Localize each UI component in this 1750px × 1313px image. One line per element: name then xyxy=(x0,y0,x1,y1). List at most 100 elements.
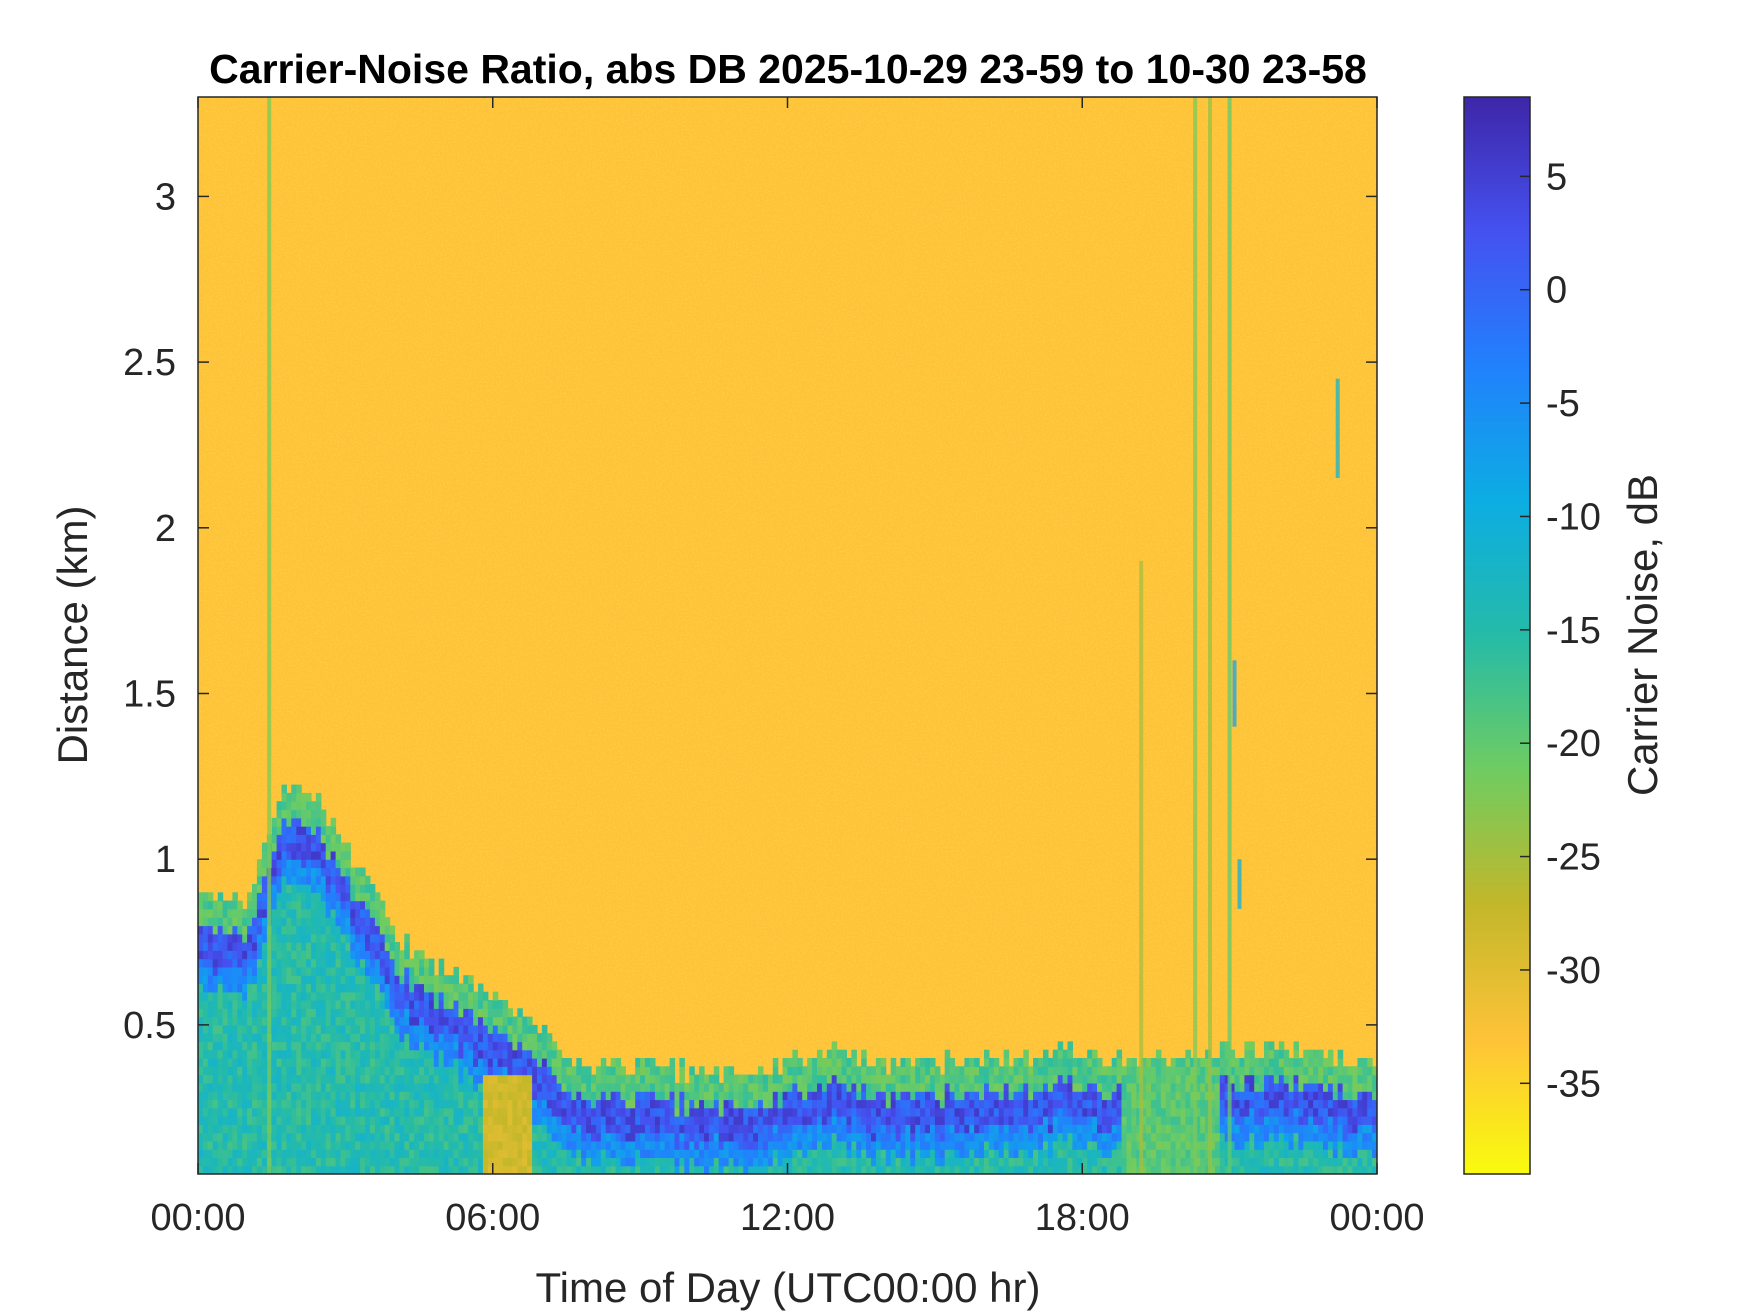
heatmap-cell xyxy=(998,1074,1005,1084)
heatmap-cell xyxy=(541,1066,548,1076)
heatmap-cell xyxy=(428,1116,435,1125)
heatmap-cell xyxy=(537,1082,543,1092)
heatmap-cell xyxy=(679,1082,685,1092)
heatmap-cell xyxy=(1106,1157,1113,1167)
heatmap-cell xyxy=(374,1149,381,1158)
heatmap-cell xyxy=(306,792,312,802)
heatmap-cell xyxy=(1170,1140,1177,1150)
heatmap-cell xyxy=(276,1149,283,1158)
heatmap-cell xyxy=(217,1058,224,1067)
heatmap-cell xyxy=(478,1008,484,1018)
heatmap-cell xyxy=(237,991,243,1001)
heatmap-cell xyxy=(851,1149,857,1158)
heatmap-cell xyxy=(581,1066,587,1076)
heatmap-cell xyxy=(782,1107,789,1117)
heatmap-cell xyxy=(428,1049,435,1059)
heatmap-cell xyxy=(404,1149,410,1158)
heatmap-cell xyxy=(330,925,337,935)
heatmap-cell xyxy=(369,1024,376,1034)
heatmap-streak xyxy=(1227,97,1232,1174)
heatmap-cell xyxy=(340,1116,346,1125)
heatmap-cell xyxy=(1141,1124,1147,1134)
heatmap-cell xyxy=(306,908,312,918)
heatmap-cell xyxy=(679,1132,685,1142)
heatmap-cell xyxy=(1195,1066,1201,1076)
heatmap-cell xyxy=(527,1049,533,1059)
heatmap-cell xyxy=(487,1016,494,1026)
heatmap-cell xyxy=(242,1165,248,1174)
heatmap-cell xyxy=(625,1099,631,1109)
heatmap-cell xyxy=(979,1091,985,1101)
heatmap-cell xyxy=(301,925,307,935)
heatmap-cell xyxy=(984,1049,990,1059)
heatmap-cell xyxy=(252,1140,258,1150)
heatmap-cell xyxy=(1288,1074,1295,1084)
heatmap-cell xyxy=(915,1091,921,1101)
heatmap-cell xyxy=(787,1116,793,1125)
heatmap-cell xyxy=(777,1074,784,1084)
heatmap-cell xyxy=(817,1140,823,1150)
heatmap-cell xyxy=(350,933,356,943)
heatmap-cell xyxy=(600,1157,607,1167)
heatmap-cell xyxy=(713,1082,720,1092)
heatmap-cell xyxy=(1293,1140,1299,1150)
heatmap-cell xyxy=(767,1157,774,1167)
heatmap-cell xyxy=(482,1132,489,1142)
heatmap-cell xyxy=(1052,1140,1059,1150)
heatmap-cell xyxy=(1327,1116,1334,1125)
heatmap-cell xyxy=(232,1066,238,1076)
heatmap-cell xyxy=(428,983,435,993)
heatmap-cell xyxy=(463,1033,469,1043)
heatmap-cell xyxy=(369,958,376,968)
heatmap-cell xyxy=(1268,1049,1275,1059)
heatmap-cell xyxy=(301,792,307,802)
heatmap-cell xyxy=(261,1124,268,1134)
heatmap-cell xyxy=(1254,1149,1260,1158)
heatmap-cell xyxy=(355,1008,361,1018)
heatmap-cell xyxy=(345,958,351,968)
heatmap-cell xyxy=(1131,1157,1137,1167)
heatmap-cell xyxy=(306,1074,312,1084)
heatmap-cell xyxy=(355,1082,361,1092)
heatmap-cell xyxy=(232,1058,238,1067)
heatmap-cell xyxy=(399,991,405,1001)
heatmap-cell xyxy=(433,1008,440,1018)
heatmap-cell xyxy=(1337,1165,1344,1174)
heatmap-cell xyxy=(1008,1074,1015,1084)
heatmap-cell xyxy=(301,1074,307,1084)
heatmap-cell xyxy=(1043,1140,1049,1150)
heatmap-cell xyxy=(365,1157,371,1167)
heatmap-cell xyxy=(276,925,283,935)
heatmap-cell xyxy=(890,1140,897,1150)
heatmap-cell xyxy=(537,1116,543,1125)
heatmap-cell xyxy=(556,1058,563,1067)
heatmap-cell xyxy=(1214,1165,1221,1174)
heatmap-cell xyxy=(1018,1099,1024,1109)
heatmap-cell xyxy=(1278,1132,1285,1142)
heatmap-cell xyxy=(920,1091,926,1101)
heatmap-cell xyxy=(453,1049,459,1059)
heatmap-cell xyxy=(198,1000,204,1009)
heatmap-cell xyxy=(419,1066,425,1076)
heatmap-cell xyxy=(551,1082,558,1092)
heatmap-cell xyxy=(723,1074,730,1084)
heatmap-cell xyxy=(664,1099,671,1109)
heatmap-cell xyxy=(954,1165,960,1174)
heatmap-cell xyxy=(217,1116,224,1125)
heatmap-cell xyxy=(718,1124,725,1134)
heatmap-cell xyxy=(1318,1149,1324,1158)
heatmap-cell xyxy=(198,1099,204,1109)
heatmap-cell xyxy=(281,1157,287,1167)
heatmap-cell xyxy=(1308,1132,1314,1142)
heatmap-cell xyxy=(895,1107,902,1117)
heatmap-cell xyxy=(271,1008,278,1018)
heatmap-cell xyxy=(1111,1116,1118,1125)
heatmap-cell xyxy=(345,1107,351,1117)
heatmap-cell xyxy=(1268,1107,1275,1117)
heatmap-cell xyxy=(487,1049,494,1059)
heatmap-cell xyxy=(620,1066,626,1076)
heatmap-cell xyxy=(777,1157,784,1167)
heatmap-cell xyxy=(330,900,337,910)
heatmap-cell xyxy=(826,1107,833,1117)
heatmap-cell xyxy=(1283,1116,1290,1125)
